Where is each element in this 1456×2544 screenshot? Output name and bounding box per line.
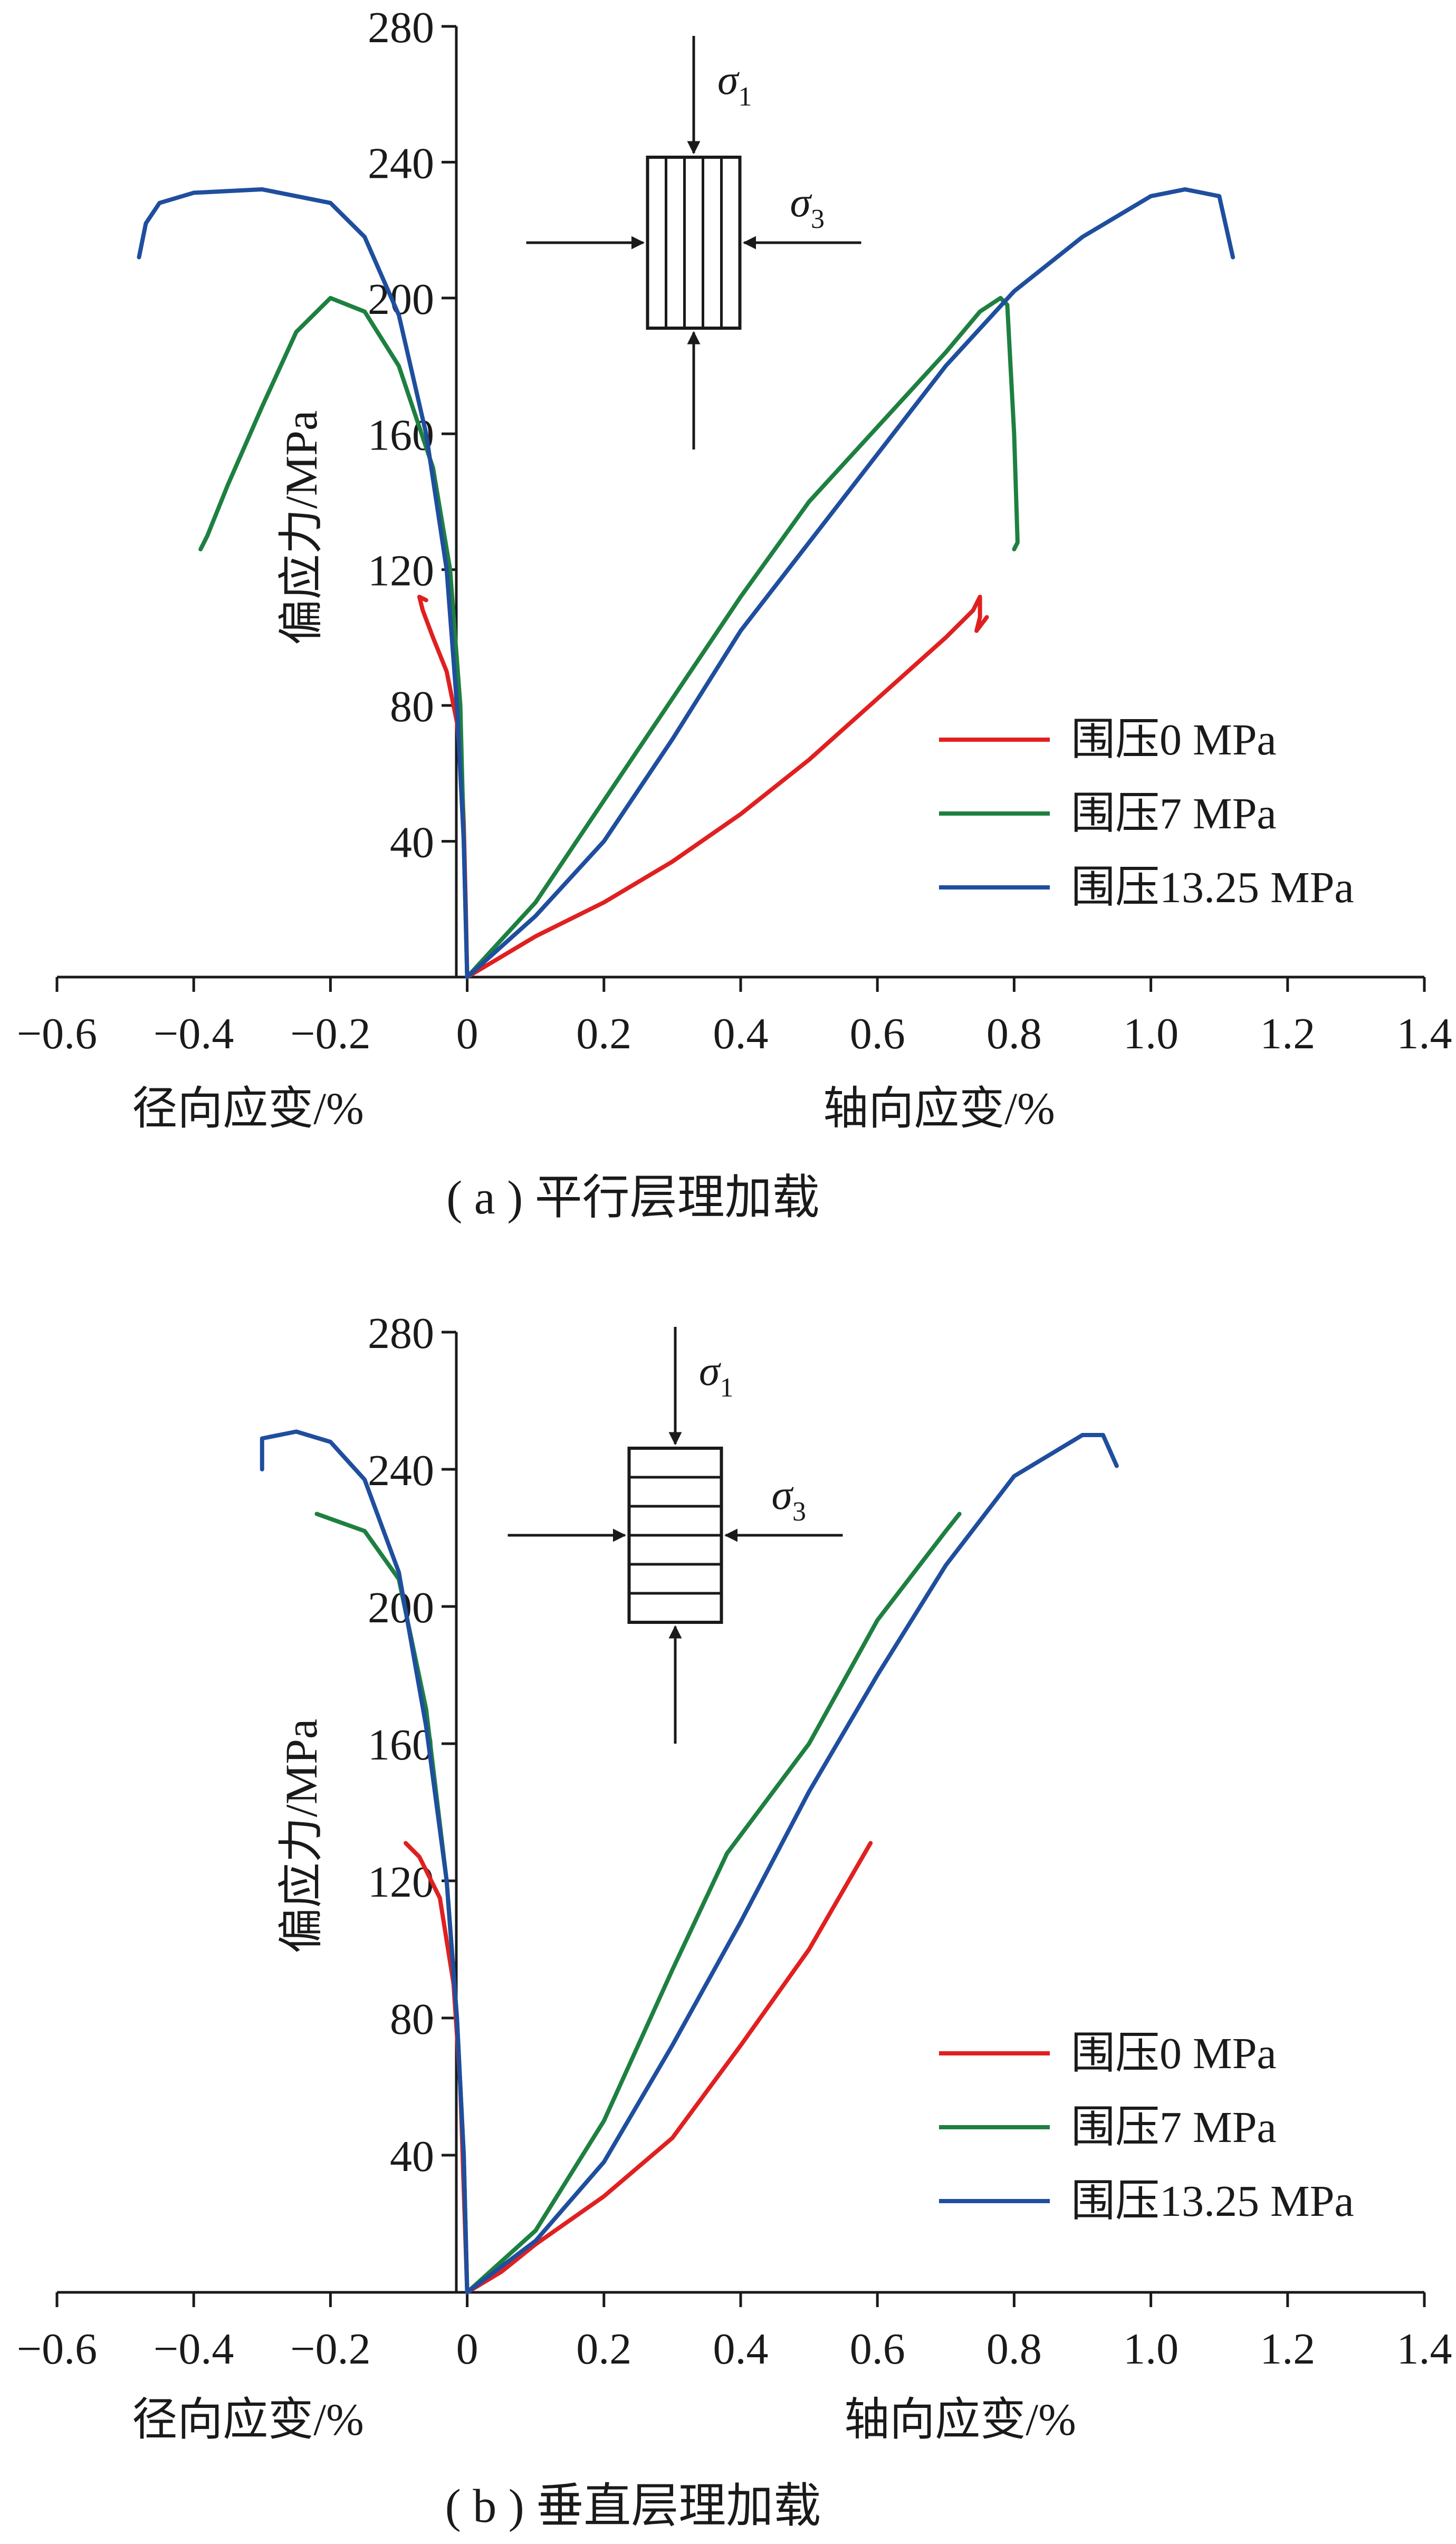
series-line-axial-1 <box>465 1512 962 2294</box>
panel-b: −0.6 −0.4 −0.2 0 0.2 0.4 0.6 0.8 1.0 1.2 1.4 40 80 1 2… <box>17 1309 1452 2532</box>
x-tick-label: −0.6 <box>17 1009 97 1058</box>
series-line-axial-1 <box>465 295 1020 979</box>
x-tick-label: 1.4 <box>1397 1009 1452 1058</box>
x-tick-label: 0.2 <box>576 2325 631 2374</box>
x-tick-label: 0.8 <box>986 2325 1042 2374</box>
y-tick-label: 280 <box>368 3 434 52</box>
sigma3-subscript: 3 <box>811 204 825 234</box>
x-tick-label: 0.8 <box>986 1009 1042 1058</box>
y-tick-label: 120 <box>368 547 434 596</box>
legend-entry: 围压13.25 MPa <box>1071 863 1354 912</box>
legend-entry: 围压13.25 MPa <box>1071 2177 1354 2226</box>
specimen-inset: σ1 σ3 <box>526 36 861 449</box>
x-tick-label: 0 <box>456 1009 478 1058</box>
x-tick-label: 1.4 <box>1397 2325 1452 2374</box>
x-tick-label: 0.2 <box>576 1009 631 1058</box>
panel-caption: ( b ) 垂直层理加载 <box>445 2480 821 2532</box>
legend-entry: 围压7 MPa <box>1071 789 1277 838</box>
x-tick-label: −0.4 <box>154 1009 234 1058</box>
y-tick-label: 160 <box>368 1720 434 1770</box>
x-axis-label-axial: 轴向应变/% <box>844 2394 1076 2445</box>
sigma1-subscript: 1 <box>738 82 752 112</box>
y-tick-label: 40 <box>390 2132 434 2181</box>
y-tick-label: 240 <box>368 1446 434 1495</box>
sigma1-label: σ1 <box>717 57 752 112</box>
legend-entry: 围压0 MPa <box>1071 715 1277 764</box>
x-tick-label: −0.4 <box>154 2325 234 2374</box>
x-tick-label: 1.0 <box>1123 1009 1179 1058</box>
sigma3-subscript: 3 <box>792 1497 806 1527</box>
sigma1-label: σ1 <box>699 1348 733 1403</box>
panel-caption: ( a ) 平行层理加载 <box>446 1172 819 1224</box>
x-axis-label-axial: 轴向应变/% <box>823 1083 1055 1134</box>
x-axis-label-radial: 径向应变/% <box>132 1083 364 1134</box>
x-tick-label: 0.6 <box>850 1009 905 1058</box>
x-tick-label: −0.2 <box>290 2325 370 2374</box>
x-tick-label: −0.2 <box>290 1009 370 1058</box>
sigma1-subscript: 1 <box>720 1373 733 1403</box>
sigma3-label: σ3 <box>772 1472 806 1527</box>
legend-entry: 围压0 MPa <box>1071 2029 1277 2078</box>
x-tick-label: 0 <box>456 2325 478 2374</box>
x-tick-label: 1.2 <box>1260 2325 1315 2374</box>
series-line-radial-2 <box>137 187 470 979</box>
specimen-inset: σ1 σ3 <box>507 1327 843 1744</box>
x-tick-label: 0.4 <box>713 1009 769 1058</box>
legend-entry: 围压7 MPa <box>1071 2103 1277 2152</box>
y-tick-label: 280 <box>368 1309 434 1358</box>
x-tick-label: 1.2 <box>1260 1009 1315 1058</box>
x-tick-label: −0.6 <box>17 2325 97 2374</box>
series-line-axial-0 <box>465 1841 873 2294</box>
y-tick-label: 80 <box>390 1995 434 2044</box>
sigma3-label: σ3 <box>790 179 825 234</box>
series-line-axial-0 <box>465 595 989 979</box>
y-axis-label: 偏应力/MPa <box>276 1719 327 1953</box>
specimen-box <box>646 156 742 330</box>
y-tick-label: 80 <box>390 682 434 731</box>
series-line-radial-2 <box>260 1429 470 2294</box>
series-line-radial-1 <box>198 295 470 979</box>
panel-a: −0.6 −0.4 −0.2 0 0.2 0.4 0.6 0.8 1.0 1.2 1.4408012… <box>17 3 1452 1224</box>
x-tick-label: 1.0 <box>1123 2325 1179 2374</box>
y-tick-label: 240 <box>368 139 434 188</box>
series-line-axial-2 <box>465 187 1235 979</box>
y-axis-label: 偏应力/MPa <box>276 410 327 645</box>
x-tick-label: 0.6 <box>850 2325 905 2374</box>
series-line-axial-2 <box>465 1433 1119 2294</box>
y-tick-label: 40 <box>390 818 434 867</box>
x-tick-label: 0.4 <box>713 2325 769 2374</box>
x-axis-label-radial: 径向应变/% <box>132 2394 364 2445</box>
